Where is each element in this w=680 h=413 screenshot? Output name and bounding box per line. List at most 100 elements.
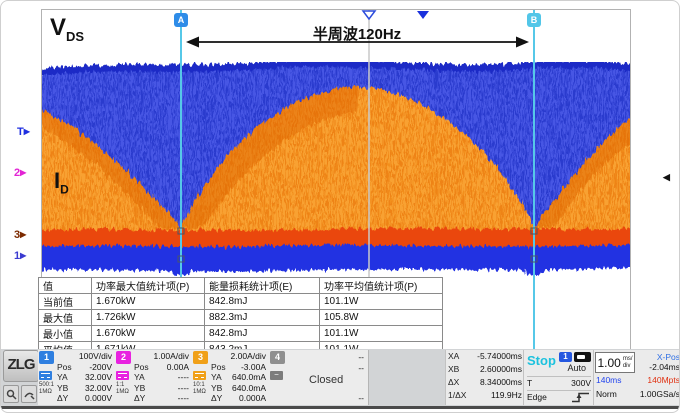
cursor-readout-panel: XA -5.74000ms XB 2.60000ms ΔX 8.34000ms 1/Δ… bbox=[445, 350, 525, 405]
vds-trace-label: VDS bbox=[50, 14, 85, 44]
channel-1-panel[interactable]: 1 500:1 1MΩ 100V/div Pos -200V YA 32.00V YB… bbox=[38, 350, 116, 405]
timebase-scale: 1.00 bbox=[597, 355, 621, 370]
probe-ratio: 1:1 bbox=[116, 382, 125, 388]
run-stop-button[interactable]: Stop bbox=[527, 353, 556, 368]
memory-depth: 140Mpts bbox=[647, 375, 680, 385]
channel-4-badge[interactable]: 4 bbox=[270, 351, 285, 364]
cursor-a-intersect-upper bbox=[177, 227, 185, 235]
trigger-mode[interactable]: Auto bbox=[567, 363, 586, 373]
id-trace-label: ID bbox=[54, 168, 69, 197]
id-flank-shade-center bbox=[181, 86, 357, 228]
col-header: 值 bbox=[38, 277, 92, 294]
dc-coupling-icon bbox=[193, 371, 206, 380]
channel-3-position-marker[interactable]: 3▶ bbox=[14, 229, 27, 241]
ya-label: YA bbox=[57, 372, 68, 383]
yb-value: 32.00V bbox=[85, 382, 112, 393]
table-header-row: 值 功率最大值统计项(P) 能量损耗统计项(E) 功率平均值统计项(P) bbox=[38, 277, 443, 294]
cell: 882.3mJ bbox=[204, 309, 320, 326]
ya-label: YA bbox=[211, 372, 222, 383]
cell: 101.1W bbox=[319, 293, 443, 310]
cursor-b-tag[interactable]: B bbox=[527, 13, 541, 27]
table-row: 最大值 1.726kW 882.3mJ 105.8W bbox=[38, 309, 443, 326]
id-waveform bbox=[42, 86, 630, 236]
dash-value: -- bbox=[358, 352, 364, 362]
period-arrowhead-right bbox=[516, 36, 529, 48]
measurement-table: 值 功率最大值统计项(P) 能量损耗统计项(E) 功率平均值统计项(P) 当前值… bbox=[38, 277, 443, 358]
scale-value: 1.00A/div bbox=[153, 351, 189, 361]
channel-2-badge[interactable]: 2 bbox=[116, 351, 131, 364]
trigger-t-label: T bbox=[527, 378, 533, 388]
ya-value: 32.00V bbox=[85, 372, 112, 383]
trigger-panel: Stop 1 Auto T 300V Edge bbox=[523, 350, 595, 405]
impedance: 1MΩ bbox=[39, 388, 52, 395]
cell: 101.1W bbox=[319, 325, 443, 342]
timebase-scale-box[interactable]: 1.00 ms/div bbox=[595, 352, 635, 373]
pos-value: -200V bbox=[89, 361, 112, 372]
table-row: 最小值 1.670kW 842.8mJ 101.1W bbox=[38, 325, 443, 342]
rising-edge-icon bbox=[571, 392, 591, 405]
dc-coupling-icon bbox=[116, 371, 129, 380]
trigger-level-marker[interactable]: T▶ bbox=[17, 126, 30, 138]
waveform-canvas bbox=[42, 10, 630, 350]
trigger-level-value[interactable]: 300V bbox=[571, 378, 591, 388]
cursor-a-tag[interactable]: A bbox=[174, 13, 188, 27]
yb-label: YB bbox=[57, 382, 69, 393]
channel-1-position-marker[interactable]: 1▶ bbox=[14, 250, 27, 262]
channel-1-badge[interactable]: 1 bbox=[39, 351, 54, 364]
channel-4-panel[interactable]: 4 − Closed -- -- -- bbox=[269, 350, 369, 405]
dash-value: -- bbox=[358, 393, 364, 403]
trigger-point-marker-icon[interactable] bbox=[417, 11, 429, 19]
pos-value: 0.00A bbox=[166, 361, 189, 372]
xpos-marker-icon[interactable] bbox=[361, 10, 377, 21]
waveform-plot: VDS ID 半周波120Hz A B bbox=[41, 9, 631, 350]
trigger-coupling-icon[interactable] bbox=[574, 352, 591, 362]
row-label: 当前值 bbox=[38, 293, 92, 310]
trigger-type-label[interactable]: Edge bbox=[527, 392, 547, 402]
channel-3-badge[interactable]: 3 bbox=[193, 351, 208, 364]
id-flank-shade-right bbox=[534, 118, 630, 228]
channel-2-position-marker[interactable]: 2▶ bbox=[14, 167, 27, 179]
yb-label: YB bbox=[211, 382, 223, 393]
dash-value: -- bbox=[358, 363, 364, 373]
timebase-panel: 1.00 ms/div X-Pos -2.04ms 140ms 140Mpts No… bbox=[593, 350, 680, 405]
channel-4-off-icon: − bbox=[270, 371, 283, 380]
col-header: 功率最大值统计项(P) bbox=[91, 277, 205, 294]
xpos-label: X-Pos bbox=[656, 352, 680, 362]
pos-value: -3.00A bbox=[240, 361, 266, 372]
scale-value: 100V/div bbox=[78, 351, 112, 361]
dy-value: 0.000A bbox=[239, 393, 266, 404]
right-arrow-icon: ▶ bbox=[20, 168, 27, 177]
inv-dx-label: 1/ΔX bbox=[448, 390, 467, 400]
pos-label: Pos bbox=[211, 361, 226, 372]
cursor-b-intersect-upper bbox=[530, 227, 538, 235]
right-arrow-icon: ▶ bbox=[23, 127, 30, 136]
cell: 842.8mJ bbox=[204, 293, 320, 310]
dy-value: 0.000V bbox=[85, 393, 112, 404]
yb-value: ---- bbox=[177, 382, 189, 393]
table-row: 当前值 1.670kW 842.8mJ 101.1W bbox=[38, 293, 443, 310]
probe-clip-icon[interactable] bbox=[21, 385, 37, 403]
pos-label: Pos bbox=[57, 361, 72, 372]
channel-2-panel[interactable]: 2 1:1 1MΩ 1.00A/div Pos 0.00A YA ---- YB ---… bbox=[115, 350, 193, 405]
dy-label: ΔY bbox=[134, 393, 146, 404]
inv-dx-value: 119.9Hz bbox=[490, 390, 522, 400]
zlg-logo-block: ZLG bbox=[3, 350, 39, 404]
xb-value: 2.60000ms bbox=[479, 364, 522, 374]
acquire-mode[interactable]: Norm bbox=[596, 389, 617, 399]
dc-coupling-icon bbox=[39, 371, 52, 380]
cursor-a-intersect-lower bbox=[177, 255, 185, 263]
xa-label: XA bbox=[448, 351, 460, 361]
cell: 842.8mJ bbox=[204, 325, 320, 342]
probe-hook-icon[interactable] bbox=[3, 385, 19, 403]
vds-top-envelope bbox=[42, 59, 630, 77]
channel-3-panel[interactable]: 3 10:1 1MΩ 2.00A/div Pos -3.00A YA 640.0mA … bbox=[192, 350, 270, 405]
dy-value: ---- bbox=[177, 393, 189, 404]
trigger-source-badge[interactable]: 1 bbox=[559, 352, 572, 362]
pos-label: Pos bbox=[134, 361, 149, 372]
col-header: 能量损耗统计项(E) bbox=[204, 277, 320, 294]
right-arrow-icon: ▶ bbox=[20, 251, 27, 260]
period-arrowhead-left bbox=[186, 36, 199, 48]
right-position-marker-icon[interactable]: ◀ bbox=[663, 172, 670, 182]
probe-ratio: 500:1 bbox=[39, 382, 55, 388]
